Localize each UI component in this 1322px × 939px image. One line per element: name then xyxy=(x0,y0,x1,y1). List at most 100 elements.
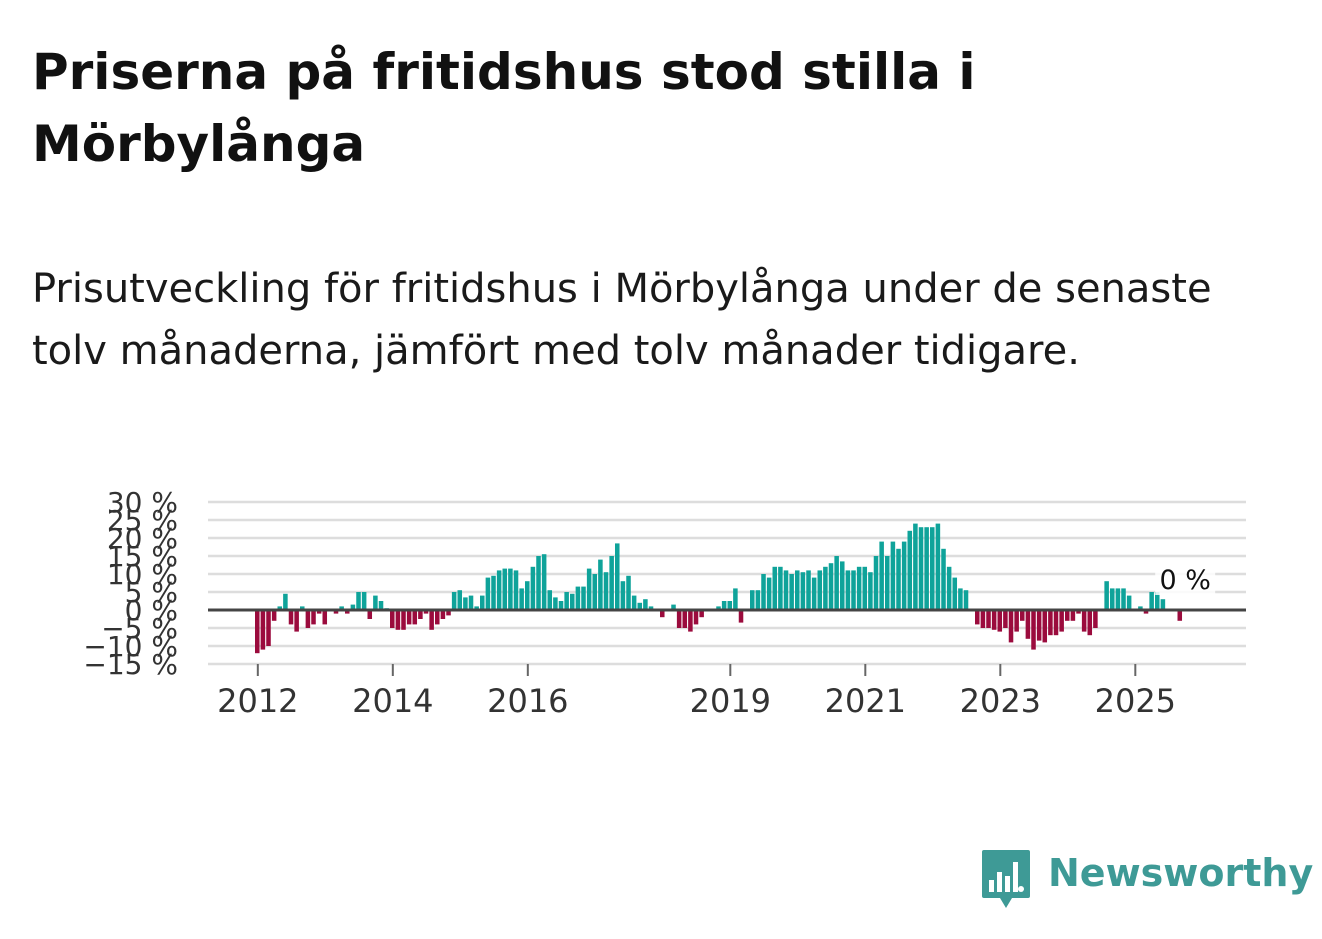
bar xyxy=(997,610,1003,632)
bar xyxy=(485,577,491,610)
bar xyxy=(1008,610,1014,643)
bar xyxy=(378,601,384,610)
bar xyxy=(1149,592,1154,610)
y-tick-label: 15 % xyxy=(107,540,178,573)
bar xyxy=(322,610,328,625)
bar xyxy=(868,572,873,610)
bar xyxy=(1081,610,1087,632)
y-tick-label: −15 % xyxy=(83,648,178,681)
bar xyxy=(1121,588,1126,610)
bar xyxy=(727,601,733,610)
bar xyxy=(840,561,845,610)
bar xyxy=(1042,610,1048,643)
bar xyxy=(873,556,879,610)
bar xyxy=(671,604,676,610)
bar xyxy=(406,610,412,625)
bar xyxy=(986,610,991,628)
bar xyxy=(260,610,266,650)
bar xyxy=(1065,610,1070,621)
bar xyxy=(255,610,260,654)
bar xyxy=(1070,610,1076,621)
bar xyxy=(266,610,271,646)
bar xyxy=(1110,588,1115,610)
x-tick-label: 2014 xyxy=(352,682,433,720)
bar xyxy=(806,570,811,610)
y-tick-label: −5 % xyxy=(101,612,178,645)
bar xyxy=(1025,610,1031,639)
bar xyxy=(699,610,704,618)
y-tick-label: −10 % xyxy=(83,630,178,663)
bar xyxy=(1076,610,1081,614)
bar xyxy=(435,610,440,625)
bar xyxy=(755,590,761,610)
bar xyxy=(1155,592,1160,610)
bar xyxy=(1138,606,1143,610)
bar xyxy=(693,610,699,625)
bar xyxy=(885,556,890,610)
bar xyxy=(418,610,423,619)
chart-subtitle: Prisutveckling för fritidshus i Mörbylån… xyxy=(32,266,1212,374)
newsworthy-logo-icon xyxy=(982,850,1030,908)
bar xyxy=(581,586,586,610)
bar xyxy=(660,610,665,618)
bar xyxy=(1143,610,1149,614)
bar xyxy=(356,592,361,610)
bar xyxy=(716,606,721,610)
bar xyxy=(856,566,862,610)
bar xyxy=(930,527,935,610)
bar xyxy=(440,610,446,619)
bar xyxy=(1093,610,1098,628)
y-tick-label: 5 % xyxy=(125,576,178,609)
y-tick-label: 0 % xyxy=(125,594,178,627)
bar xyxy=(401,610,406,630)
bar xyxy=(676,610,682,628)
bar xyxy=(845,570,851,610)
bar xyxy=(564,592,569,610)
bar xyxy=(350,604,356,610)
x-tick-label: 2021 xyxy=(825,682,906,720)
bar xyxy=(778,566,783,610)
bar xyxy=(952,577,958,610)
bar xyxy=(620,581,626,610)
bar xyxy=(300,606,305,610)
bar xyxy=(468,595,474,610)
bar xyxy=(530,566,536,610)
bar xyxy=(1031,610,1036,650)
bar xyxy=(1020,610,1025,621)
bar xyxy=(575,586,581,610)
bar xyxy=(907,530,913,610)
y-axis-ticks: 30 %25 %20 %15 %10 %5 %0 %−5 %−10 %−15 % xyxy=(83,486,178,681)
bar xyxy=(491,575,496,610)
bar xyxy=(333,610,339,614)
page-title: Priserna på fritidshus stod stilla i Mör… xyxy=(32,43,976,173)
bar xyxy=(496,570,502,610)
bar xyxy=(277,606,283,610)
bar xyxy=(463,597,468,610)
bar xyxy=(457,590,463,610)
bar xyxy=(1059,610,1064,632)
y-tick-label: 10 % xyxy=(107,558,178,591)
bar xyxy=(1053,610,1059,636)
y-tick-label: 20 % xyxy=(107,522,178,555)
y-tick-label: 25 % xyxy=(107,504,178,537)
bar xyxy=(643,599,648,610)
bar xyxy=(896,548,901,610)
bar xyxy=(766,577,772,610)
bar xyxy=(271,610,277,621)
bar xyxy=(316,610,322,614)
bar xyxy=(823,566,828,610)
bar xyxy=(789,574,794,610)
bar xyxy=(879,541,884,610)
bar xyxy=(901,541,907,610)
bar xyxy=(1160,599,1166,610)
bar xyxy=(1014,610,1019,632)
bar xyxy=(688,610,693,632)
bar xyxy=(508,568,513,610)
bar xyxy=(1003,610,1008,628)
bar xyxy=(783,570,789,610)
bar xyxy=(834,556,839,610)
data-labels: 0 % xyxy=(1155,563,1216,596)
bar xyxy=(1048,610,1053,636)
last-value-label: 0 % xyxy=(1159,565,1210,596)
bar xyxy=(721,601,727,610)
